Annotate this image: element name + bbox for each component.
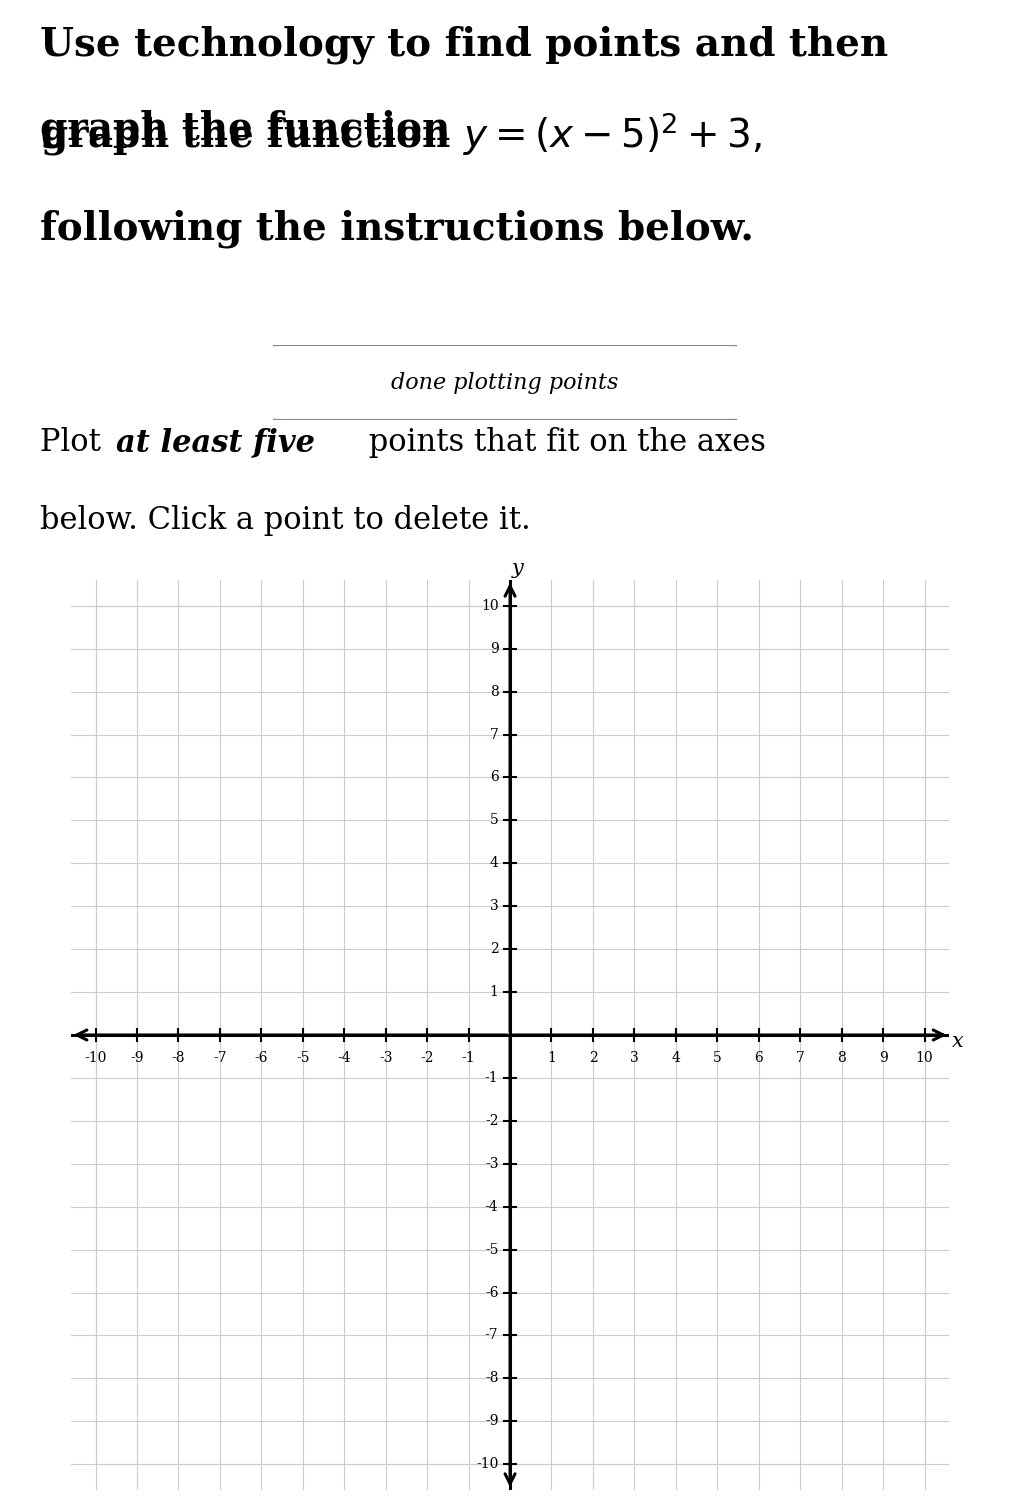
Text: 5: 5 bbox=[713, 1051, 722, 1066]
Text: 6: 6 bbox=[754, 1051, 764, 1066]
Text: Use technology to find points and then: Use technology to find points and then bbox=[40, 26, 889, 63]
Text: -10: -10 bbox=[476, 1457, 499, 1471]
Text: -3: -3 bbox=[379, 1051, 393, 1066]
Text: -5: -5 bbox=[296, 1051, 309, 1066]
Text: y: y bbox=[512, 559, 523, 578]
Text: 1: 1 bbox=[547, 1051, 556, 1066]
Text: -2: -2 bbox=[420, 1051, 434, 1066]
Text: -7: -7 bbox=[485, 1329, 499, 1342]
Text: -6: -6 bbox=[485, 1285, 499, 1300]
Text: 2: 2 bbox=[490, 942, 499, 956]
Text: 6: 6 bbox=[490, 770, 499, 785]
Text: 3: 3 bbox=[490, 900, 499, 914]
Text: Plot: Plot bbox=[40, 427, 111, 458]
Text: points that fit on the axes: points that fit on the axes bbox=[359, 427, 766, 458]
Text: at least five: at least five bbox=[116, 427, 315, 458]
Text: graph the function $y = (x - 5)^2 + 3,$: graph the function $y = (x - 5)^2 + 3,$ bbox=[40, 110, 763, 157]
Text: 10: 10 bbox=[481, 599, 499, 613]
Text: 1: 1 bbox=[490, 985, 499, 1000]
Text: 9: 9 bbox=[490, 642, 499, 655]
Text: 8: 8 bbox=[837, 1051, 846, 1066]
Text: 3: 3 bbox=[630, 1051, 638, 1066]
Text: -8: -8 bbox=[172, 1051, 185, 1066]
Text: 7: 7 bbox=[796, 1051, 805, 1066]
Text: -1: -1 bbox=[462, 1051, 476, 1066]
Text: 8: 8 bbox=[490, 684, 499, 699]
Text: x: x bbox=[951, 1031, 964, 1051]
Text: 2: 2 bbox=[589, 1051, 597, 1066]
Text: -9: -9 bbox=[130, 1051, 143, 1066]
Text: 4: 4 bbox=[672, 1051, 681, 1066]
Text: below. Click a point to delete it.: below. Click a point to delete it. bbox=[40, 504, 531, 536]
Text: -8: -8 bbox=[485, 1371, 499, 1385]
FancyBboxPatch shape bbox=[259, 344, 751, 420]
Text: -5: -5 bbox=[485, 1243, 499, 1256]
Text: -10: -10 bbox=[85, 1051, 107, 1066]
Text: -1: -1 bbox=[485, 1071, 499, 1084]
Text: -9: -9 bbox=[485, 1415, 499, 1428]
Text: -4: -4 bbox=[485, 1200, 499, 1214]
Text: 7: 7 bbox=[490, 728, 499, 741]
Text: following the instructions below.: following the instructions below. bbox=[40, 210, 754, 249]
Text: -2: -2 bbox=[485, 1114, 499, 1128]
Text: 4: 4 bbox=[490, 856, 499, 870]
Text: done plotting points: done plotting points bbox=[391, 371, 619, 394]
Text: graph the function: graph the function bbox=[40, 110, 465, 148]
Text: -3: -3 bbox=[485, 1157, 499, 1170]
Text: 9: 9 bbox=[879, 1051, 888, 1066]
Text: -6: -6 bbox=[255, 1051, 268, 1066]
Text: -7: -7 bbox=[213, 1051, 226, 1066]
Text: 10: 10 bbox=[916, 1051, 933, 1066]
Text: 5: 5 bbox=[490, 814, 499, 827]
Text: -4: -4 bbox=[337, 1051, 351, 1066]
